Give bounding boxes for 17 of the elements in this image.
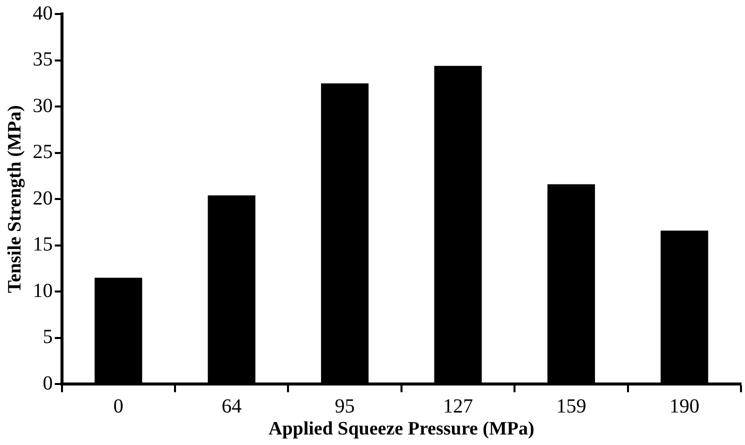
- y-tick-label: 0: [42, 372, 53, 394]
- x-axis-title: Applied Squeeze Pressure (MPa): [268, 418, 534, 440]
- x-tick-label: 0: [113, 395, 124, 418]
- y-tick-label: 25: [32, 141, 53, 164]
- y-tick-label: 30: [32, 94, 53, 117]
- y-tick-label: 40: [32, 2, 53, 24]
- x-tick-label: 159: [556, 395, 586, 418]
- x-tick-label: 127: [443, 395, 473, 418]
- x-tick-label: 64: [222, 395, 242, 418]
- y-axis-title: Tensile Strength (MPa): [4, 105, 26, 294]
- y-tick-label: 20: [32, 187, 53, 210]
- x-tick-label: 95: [334, 395, 355, 418]
- x-tick-label: 190: [669, 395, 700, 418]
- y-tick-label: 35: [32, 48, 53, 71]
- y-tick-label: 5: [42, 326, 53, 348]
- y-tick-label: 10: [32, 280, 53, 302]
- y-tick-label: 15: [32, 234, 53, 256]
